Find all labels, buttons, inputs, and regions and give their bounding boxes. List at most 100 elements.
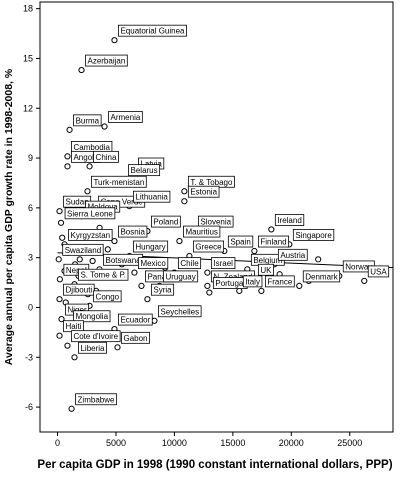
point-label: Haiti — [66, 322, 82, 331]
point-label: Austria — [280, 251, 305, 260]
label-box — [73, 310, 111, 323]
point — [57, 219, 65, 226]
label-box — [257, 263, 274, 276]
point-label: Greece — [195, 243, 222, 252]
point — [111, 237, 118, 245]
y-tick-label: -3 — [25, 352, 33, 362]
point-label: Italy — [245, 277, 260, 286]
point-label: Mongolia — [76, 312, 109, 321]
point — [138, 282, 145, 289]
point — [176, 237, 183, 245]
point-label: Spain — [230, 238, 250, 247]
point — [204, 282, 211, 289]
point — [111, 37, 118, 44]
point-label: Swaziland — [65, 246, 101, 255]
point — [251, 247, 258, 255]
label-box — [138, 257, 169, 270]
label-box — [78, 268, 129, 281]
label-box — [71, 330, 121, 343]
label-box — [118, 24, 187, 37]
point-label: Bosnia — [120, 228, 145, 237]
label-box — [64, 207, 116, 220]
point — [66, 126, 73, 133]
point — [114, 344, 121, 351]
label-box — [274, 214, 305, 226]
point — [236, 287, 243, 294]
point-label: Chile — [180, 259, 199, 268]
point-label: Cote d'Ivoire — [73, 332, 118, 341]
label-box — [210, 257, 236, 270]
label-box — [264, 275, 295, 288]
label-box — [62, 243, 104, 256]
point — [64, 153, 71, 160]
point — [204, 269, 211, 276]
label-box — [73, 114, 102, 127]
label-box — [75, 393, 117, 406]
point-label: Armenia — [111, 113, 141, 122]
point-label: Singapore — [295, 231, 332, 240]
label-box — [187, 185, 220, 198]
point — [181, 198, 188, 205]
label-box — [68, 228, 113, 241]
point-label: Djibouti — [66, 286, 93, 295]
point — [78, 66, 85, 74]
label-box — [151, 283, 175, 296]
point-label: Angola — [73, 153, 98, 162]
x-tick-label: 10000 — [162, 438, 187, 448]
label-box — [91, 175, 147, 188]
point-label: France — [267, 277, 292, 286]
point-label: Ireland — [277, 216, 301, 225]
label-box — [302, 270, 341, 283]
y-tick-label: 12 — [23, 103, 33, 113]
point — [296, 282, 303, 289]
point — [104, 246, 111, 253]
point — [268, 226, 275, 233]
x-tick-label: 5000 — [106, 438, 126, 448]
point-label: Panama — [147, 272, 177, 281]
point-label: Mexico — [140, 259, 166, 268]
point-label: Denmark — [305, 272, 338, 281]
y-tick-label: 9 — [28, 153, 33, 163]
point-label: UK — [260, 266, 272, 275]
label-box — [292, 228, 335, 241]
point-label: Burma — [76, 116, 100, 125]
point-label: Ecuador — [120, 316, 150, 325]
point — [258, 287, 265, 294]
point-label: Kyrgyzstan — [71, 231, 111, 240]
label-box — [242, 275, 263, 288]
point — [131, 269, 138, 276]
point — [84, 188, 91, 195]
label-box — [85, 54, 128, 67]
x-tick-label: 15000 — [220, 438, 245, 448]
label-box — [63, 283, 95, 296]
point — [86, 163, 93, 170]
point-label: Cape Verde — [100, 198, 143, 207]
point-label: Equatorial Guinea — [120, 27, 185, 36]
point-label: Moldova — [87, 203, 118, 212]
point — [76, 256, 83, 263]
label-box — [133, 190, 171, 203]
point-label: Congo — [96, 292, 120, 301]
y-tick-label: 18 — [23, 4, 33, 14]
label-box — [227, 235, 254, 248]
point — [181, 188, 188, 195]
point-label: Slovenia — [200, 218, 231, 227]
point-label: Portugal — [215, 279, 245, 288]
point-label: Belgium — [253, 256, 282, 265]
point — [64, 342, 71, 349]
point-label: Uruguay — [165, 272, 195, 281]
point-label: Liberia — [80, 344, 105, 353]
point-label: Finland — [260, 238, 286, 247]
label-box — [118, 313, 153, 326]
point-label: Israel — [213, 259, 233, 268]
point-label: Botswana — [105, 256, 141, 265]
point-label: Zimbabwe — [78, 395, 115, 404]
point-label: Nepal — [66, 266, 87, 275]
point-label: Syria — [153, 286, 172, 295]
point — [315, 256, 322, 263]
y-tick-label: 6 — [28, 203, 33, 213]
label-box — [121, 331, 150, 344]
point-label: Turk-menistan — [93, 178, 144, 187]
label-box — [178, 257, 202, 270]
y-tick-label: 15 — [23, 53, 33, 63]
